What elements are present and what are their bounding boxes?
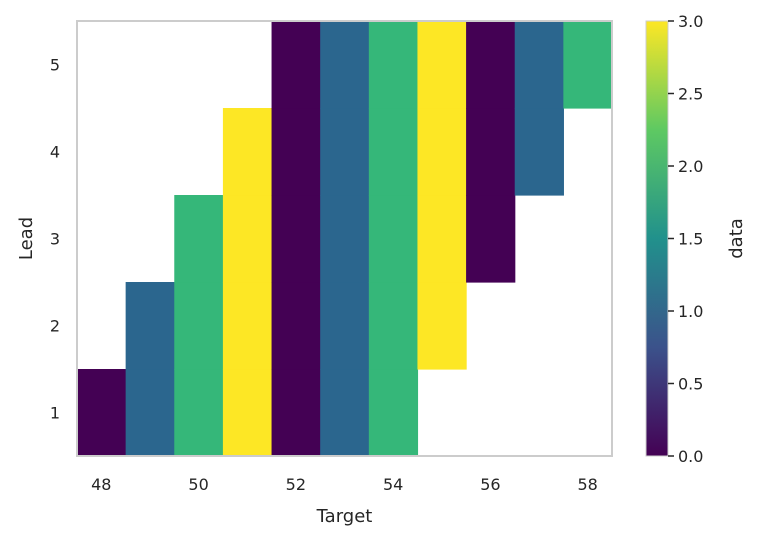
heatmap-cell-52-4 — [271, 108, 321, 196]
heatmap-cell-52-1 — [271, 369, 321, 457]
plot-frame — [76, 20, 613, 457]
heatmap-cell-52-5 — [271, 21, 321, 109]
heatmap-cell-53-2 — [320, 282, 370, 370]
y-axis-title: Lead — [16, 217, 37, 260]
heatmap-cell-56-4 — [466, 108, 516, 196]
heatmap-cell-53-4 — [320, 108, 370, 196]
colorbar-tick-label: 2.5 — [678, 85, 703, 104]
y-tick-label: 4 — [50, 143, 60, 162]
x-axis-ticks: 48 50 52 54 56 58 — [91, 475, 598, 494]
x-axis-title: Target — [316, 506, 373, 527]
heatmap-cell-49-1 — [125, 369, 175, 457]
heatmap-cell-51-2 — [222, 282, 273, 370]
heatmap-cell-55-3 — [417, 195, 467, 283]
colorbar-tick-label: 1.5 — [678, 230, 703, 249]
heatmap-cell-55-5 — [417, 21, 467, 109]
heatmap-cell-50-1 — [174, 369, 224, 457]
y-axis-ticks: 1 2 3 4 5 — [50, 56, 60, 423]
heatmap-cells — [77, 21, 613, 457]
heatmap-cell-53-1 — [320, 369, 370, 457]
colorbar-tick-label: 0.0 — [678, 447, 703, 466]
heatmap-cell-51-1 — [222, 369, 273, 457]
x-tick-label: 52 — [286, 475, 306, 494]
heatmap-cell-53-3 — [320, 195, 370, 283]
heatmap-cell-52-3 — [271, 195, 321, 283]
colorbar-tick-label: 0.5 — [678, 375, 703, 394]
colorbar-ticks: 0.0 0.5 1.0 1.5 2.0 2.5 3.0 — [668, 12, 703, 466]
y-tick-label: 2 — [50, 317, 60, 336]
heatmap-cell-55-2 — [417, 282, 467, 370]
heatmap-cell-56-3 — [466, 195, 516, 283]
colorbar-tick-label: 2.0 — [678, 157, 703, 176]
heatmap-cell-51-3 — [222, 195, 273, 283]
heatmap-cell-50-2 — [174, 282, 224, 370]
heatmap-cell-49-2 — [125, 282, 175, 370]
x-tick-label: 48 — [91, 475, 111, 494]
x-tick-label: 54 — [383, 475, 403, 494]
heatmap-cell-53-5 — [320, 21, 370, 109]
x-tick-label: 58 — [578, 475, 598, 494]
heatmap-cell-56-5 — [466, 21, 516, 109]
heatmap-cell-54-1 — [368, 369, 419, 457]
heatmap-cell-54-4 — [368, 108, 419, 196]
colorbar-label: data — [726, 218, 747, 259]
colorbar-tick-label: 1.0 — [678, 302, 703, 321]
heatmap-cell-52-2 — [271, 282, 321, 370]
heatmap-cell-57-4 — [514, 108, 564, 196]
heatmap-cell-48-1 — [77, 369, 127, 457]
heatmap-cell-51-4 — [222, 108, 273, 196]
heatmap-cell-55-4 — [417, 108, 467, 196]
heatmap-cell-58-5 — [563, 21, 613, 109]
heatmap-cell-54-3 — [368, 195, 419, 283]
heatmap-cell-54-2 — [368, 282, 419, 370]
y-tick-label: 3 — [50, 230, 60, 249]
heatmap-cell-54-5 — [368, 21, 419, 109]
x-tick-label: 56 — [480, 475, 500, 494]
colorbar — [646, 21, 668, 456]
x-tick-label: 50 — [188, 475, 208, 494]
colorbar-tick-label: 3.0 — [678, 12, 703, 31]
y-tick-label: 5 — [50, 56, 60, 75]
heatmap-cell-57-5 — [514, 21, 564, 109]
y-tick-label: 1 — [50, 404, 60, 423]
heatmap-cell-50-3 — [174, 195, 224, 283]
